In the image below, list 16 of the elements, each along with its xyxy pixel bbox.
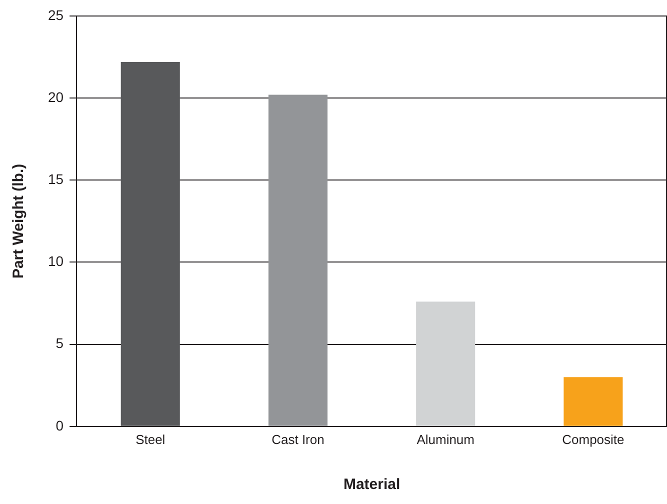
x-tick-label: Steel [136,432,166,447]
y-tick-label: 20 [48,88,64,105]
x-axis-title: Material [343,476,400,494]
y-tick-label: 25 [48,6,64,23]
bar [564,377,623,426]
bar [120,62,180,426]
x-tick-label: Aluminum [416,432,474,447]
y-tick-label: 15 [48,171,64,188]
x-tick-label: Cast Iron [272,432,324,447]
y-tick-label: 5 [56,335,64,352]
bar [416,302,476,426]
y-axis-title: Part Weight (lb.) [10,164,28,279]
bar [268,94,328,426]
y-tick-label: 0 [56,417,64,434]
x-tick-label: Composite [562,432,624,447]
y-tick-label: 10 [48,253,64,270]
